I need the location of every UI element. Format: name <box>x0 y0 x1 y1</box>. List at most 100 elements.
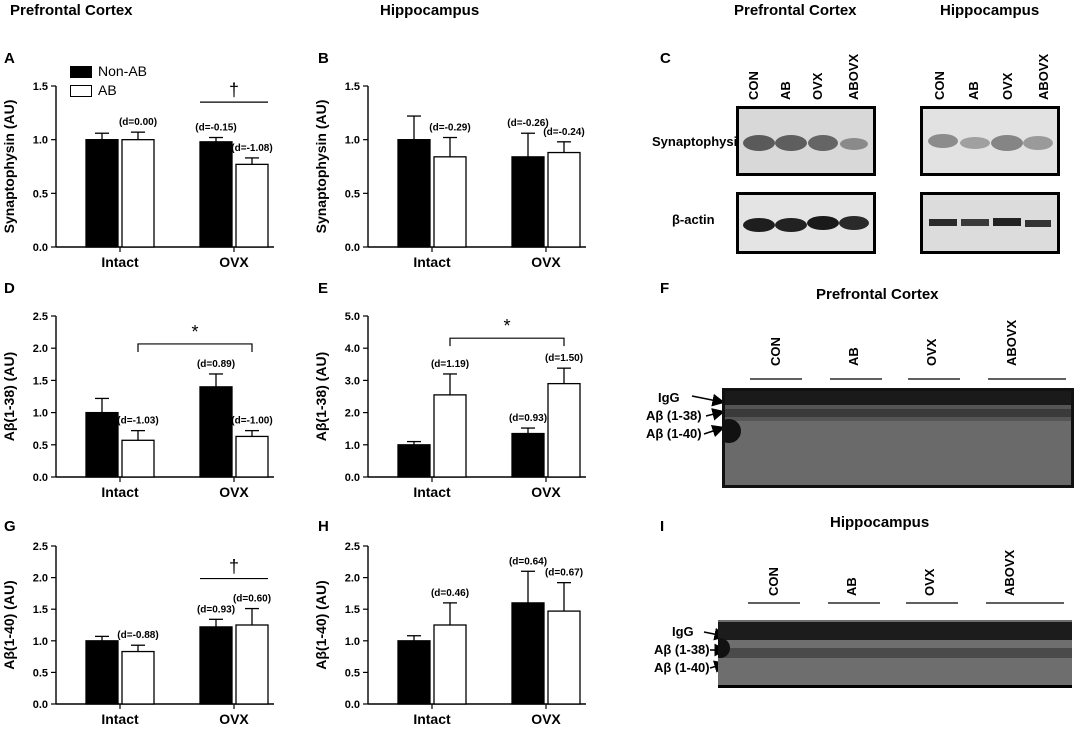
panel-letter-g: G <box>4 518 16 535</box>
bar <box>85 139 119 248</box>
bar-chart-h: Aβ(1-40) (AU) 0.0 0.5 1.0 1.5 2.0 2.5 Intact (d=… <box>313 541 586 727</box>
legend-label-ab: AB <box>98 82 117 98</box>
effect-size-label: (d=0.93) <box>509 413 547 424</box>
blot-c-left-lane-ovx: OVX <box>810 72 825 100</box>
panel-letter-b: B <box>318 50 329 67</box>
blot-i-lane-ovx: OVX <box>922 568 937 596</box>
blot-c-row-beta-actin: β-actin <box>672 212 715 227</box>
y-tick-label: 0.5 <box>345 188 360 200</box>
blot-c-right-lane-ovx: OVX <box>1000 72 1015 100</box>
effect-size-label: (d=-0.15) <box>195 123 236 134</box>
panel-letter-d: D <box>4 280 15 297</box>
x-tick-label: OVX <box>219 484 249 500</box>
bar <box>235 163 269 248</box>
y-tick-label: 2.0 <box>345 408 360 420</box>
y-tick-label: 0.5 <box>33 440 48 452</box>
blot-c-left-lane-con: CON <box>746 71 761 100</box>
y-tick-label: 2.0 <box>33 343 48 355</box>
y-tick-label: 0.0 <box>33 699 48 711</box>
bar <box>511 156 545 248</box>
blot-i-lane-ab: AB <box>844 577 859 596</box>
bar <box>397 640 431 705</box>
column-header-hippocampus: Hippocampus <box>380 2 480 19</box>
legend-swatch-non-ab <box>70 66 92 78</box>
bar <box>397 444 431 478</box>
y-tick-label: 2.5 <box>33 311 48 323</box>
y-tick-label: 0.0 <box>33 242 48 254</box>
legend-label-non-ab: Non-AB <box>98 63 148 79</box>
effect-size-label: (d=0.64) <box>509 556 547 567</box>
panel-letter-h: H <box>318 518 329 535</box>
column-header-prefrontal: Prefrontal Cortex <box>10 2 133 19</box>
blot-f-marker-igg: IgG <box>658 390 680 405</box>
y-tick-label: 1.5 <box>33 375 48 387</box>
y-tick-label: 1.5 <box>33 81 48 93</box>
y-axis-label: Synaptophysin (AU) <box>313 100 329 234</box>
effect-size-label: (d=0.60) <box>233 594 271 605</box>
blot-c-beta-actin-prefrontal <box>736 192 876 254</box>
blot-f-lane-ovx: OVX <box>924 338 939 366</box>
bar-chart-d: Aβ(1-38) (AU) 0.0 0.5 1.0 1.5 2.0 2.5 Intact (d=… <box>1 311 274 500</box>
bar <box>235 624 269 705</box>
blot-f-image <box>717 388 1074 488</box>
y-axis-label: Synaptophysin (AU) <box>1 100 17 234</box>
effect-size-label: (d=1.50) <box>545 353 583 364</box>
effect-size-label: (d=-0.26) <box>507 118 548 129</box>
bar <box>511 432 545 478</box>
x-tick-label: OVX <box>219 254 249 270</box>
bar <box>121 439 155 478</box>
effect-size-label: (d=0.46) <box>431 588 469 599</box>
y-axis-label: Aβ(1-40) (AU) <box>313 580 329 669</box>
bar-chart-b: Synaptophysin (AU) 0.0 0.5 1.0 1.5 Intact (d=-… <box>313 81 586 270</box>
effect-size-label: (d=-1.08) <box>231 143 272 154</box>
blot-f-title: Prefrontal Cortex <box>816 286 939 303</box>
effect-size-label: (d=-1.03) <box>117 416 158 427</box>
bar <box>433 624 467 705</box>
y-tick-label: 0.0 <box>345 699 360 711</box>
blot-c-header-prefrontal: Prefrontal Cortex <box>734 2 857 19</box>
y-tick-label: 1.5 <box>345 81 360 93</box>
blot-i-image <box>710 620 1072 688</box>
significance-bracket <box>449 337 565 347</box>
effect-size-label: (d=1.19) <box>431 359 469 370</box>
blot-c-beta-actin-hippocampus <box>920 192 1060 254</box>
bar-chart-a: Synaptophysin (AU) 0.0 0.5 1.0 1.5 Intact (d=0… <box>1 80 274 270</box>
bar <box>121 139 155 248</box>
effect-size-label: (d=-0.88) <box>117 630 158 641</box>
bar <box>547 610 581 705</box>
bar <box>433 156 467 248</box>
bar-chart-g: Aβ(1-40) (AU) 0.0 0.5 1.0 1.5 2.0 2.5 Intact (d=… <box>1 541 274 727</box>
y-tick-label: 1.0 <box>345 135 360 147</box>
x-tick-label: Intact <box>101 254 139 270</box>
y-tick-label: 2.0 <box>33 573 48 585</box>
effect-size-label: (d=0.67) <box>545 568 583 579</box>
effect-size-label: (d=0.00) <box>119 117 157 128</box>
significance-symbol: * <box>191 322 198 342</box>
y-tick-label: 1.0 <box>33 135 48 147</box>
significance-bracket <box>137 343 253 352</box>
blot-i-lane-con: CON <box>766 567 781 596</box>
x-tick-label: OVX <box>531 484 561 500</box>
blot-c-right-lane-abovx: ABOVX <box>1036 53 1051 100</box>
y-tick-label: 1.0 <box>33 408 48 420</box>
blot-c-synaptophysin-hippocampus <box>920 106 1060 176</box>
blot-i-lane-abovx: ABOVX <box>1002 549 1017 596</box>
y-tick-label: 1.5 <box>33 604 48 616</box>
x-tick-label: Intact <box>101 484 139 500</box>
legend-swatch-ab <box>70 85 92 97</box>
blot-i-lane-lines <box>748 602 1064 604</box>
y-tick-label: 1.0 <box>345 636 360 648</box>
y-axis-label: Aβ(1-38) (AU) <box>1 352 17 441</box>
x-tick-label: OVX <box>219 711 249 727</box>
y-tick-label: 0.5 <box>33 667 48 679</box>
blot-c-right-lane-ab: AB <box>966 81 981 100</box>
significance-symbol: * <box>503 316 510 336</box>
blot-f-lane-ab: AB <box>846 347 861 366</box>
blot-c-header-hippocampus: Hippocampus <box>940 2 1040 19</box>
panel-letter-i: I <box>660 518 665 535</box>
y-tick-label: 2.5 <box>345 541 360 553</box>
bar <box>547 151 581 248</box>
panel-letter-c: C <box>660 50 671 67</box>
effect-size-label: (d=-0.24) <box>543 127 584 138</box>
y-axis-label: Aβ(1-40) (AU) <box>1 580 17 669</box>
